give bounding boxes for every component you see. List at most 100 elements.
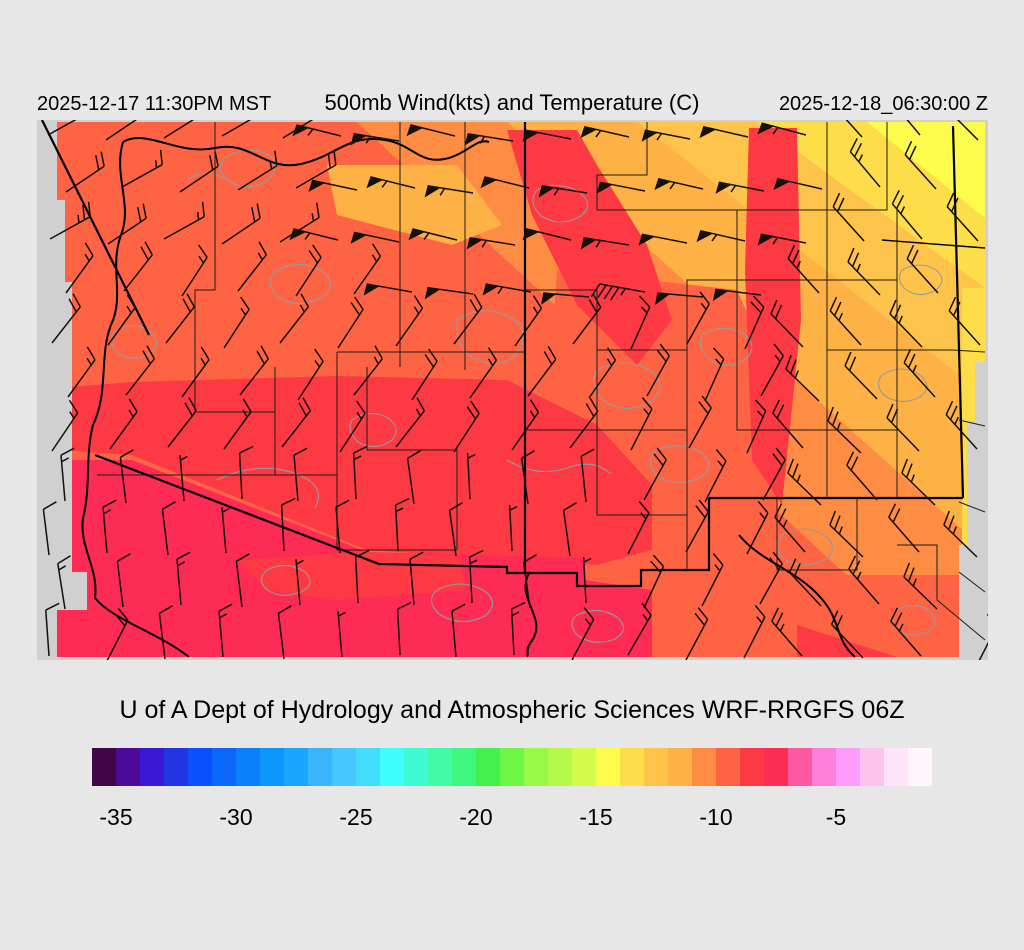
colorbar-cell [116, 748, 140, 786]
colorbar-tick-label: -35 [99, 804, 133, 830]
wind-barb [685, 607, 709, 661]
wind-barb [761, 122, 807, 136]
barb-pennant [350, 133, 367, 146]
colorbar-tick-label: -10 [699, 804, 733, 830]
barb-pennant [464, 133, 481, 146]
temp-region-bottomright-warm [797, 575, 962, 657]
colorbar-tick-label: -25 [339, 804, 373, 830]
wind-barb [396, 601, 412, 656]
wind-barb [353, 243, 382, 295]
temperature-colorbar [92, 748, 932, 786]
wind-barb [394, 497, 410, 552]
wind-barb [760, 233, 807, 245]
wind-barb [785, 354, 820, 402]
colorbar-cell [500, 748, 524, 786]
colorbar-cell [140, 748, 164, 786]
colorbar-tick-label: -5 [825, 804, 847, 830]
wind-barb [746, 501, 769, 555]
wind-barb [746, 399, 767, 454]
wind-barb [588, 347, 617, 399]
barb-pennant [715, 182, 732, 194]
colorbar-cell [428, 748, 452, 786]
wind-barb [599, 181, 646, 192]
colorbar-cell [236, 748, 260, 786]
wind-barb [411, 348, 438, 401]
wind-barb [688, 395, 712, 449]
wind-barb [296, 124, 342, 137]
wind-barb [543, 292, 590, 298]
barb-pennant [350, 232, 367, 244]
wind-barb [163, 201, 205, 240]
colorbar-cell [884, 748, 908, 786]
wind-barb [109, 398, 138, 450]
colorbar-cell [476, 748, 500, 786]
wind-barb [339, 400, 366, 453]
wind-barb [293, 228, 339, 241]
wind-barb [830, 610, 864, 659]
barb-pennant [696, 230, 713, 243]
wind-barb [770, 299, 804, 348]
wind-barb [582, 557, 592, 604]
wind-barb [427, 286, 474, 295]
barb-pennant [773, 178, 790, 191]
wind-barb [510, 601, 526, 656]
wind-barb [123, 241, 153, 292]
wind-barb [904, 140, 937, 190]
wind-barb [829, 510, 864, 558]
colorbar-cell [212, 748, 236, 786]
wind-barb [520, 450, 535, 505]
wind-barb [514, 295, 543, 347]
wind-barb [715, 288, 762, 296]
wind-barb [125, 345, 155, 396]
colorbar-tick-label: -20 [459, 804, 493, 830]
wind-barb [832, 192, 865, 242]
wind-barb [562, 502, 577, 557]
wind-barb [903, 562, 938, 610]
valid-timestamp: 2025-12-18_06:30:00 Z [778, 93, 988, 115]
wind-barb [238, 445, 254, 500]
colorbar-cell [260, 748, 284, 786]
wind-barb [448, 502, 463, 557]
wind-barb [541, 185, 588, 196]
wind-barb [354, 549, 370, 604]
colorbar-cell [92, 748, 116, 786]
colorbar-cell [860, 748, 884, 786]
wind-barb [584, 125, 630, 138]
wind-barb [279, 293, 309, 344]
barb-pennant [638, 234, 655, 246]
wind-barb [889, 299, 923, 348]
wind-barb [525, 129, 572, 140]
wind-barb [353, 231, 400, 243]
wind-barb [643, 554, 665, 609]
barb-pennant [580, 237, 597, 250]
barb-pennant [699, 126, 716, 139]
wind-barb [945, 400, 978, 450]
wind-barb [45, 602, 60, 657]
wind-barb [223, 296, 250, 349]
barb-pennant [522, 130, 539, 142]
colorbar-cell [716, 748, 740, 786]
wind-barb [849, 138, 881, 188]
wind-barb [237, 241, 267, 292]
barb-pennant [655, 292, 671, 305]
wind-barb [571, 607, 595, 661]
wind-barb [886, 403, 920, 452]
colorbar-tick-labels: -35 -30 -25 -20 -15 -10 -5 [0, 804, 1024, 838]
colorbar-cell [596, 748, 620, 786]
barb-pennant [654, 178, 671, 191]
wind-barb [49, 201, 91, 240]
barb-pennant [424, 287, 441, 300]
wind-barb [888, 503, 920, 553]
wind-barb [686, 291, 710, 345]
wind-barb [787, 244, 820, 294]
wind-barb [774, 503, 806, 553]
wind-barb [657, 292, 704, 298]
wind-barb [703, 125, 749, 138]
wind-barb [630, 397, 653, 451]
wind-barb [846, 451, 878, 501]
wind-barb [181, 244, 208, 297]
barb-pennant [757, 234, 774, 246]
colorbar-cell [740, 748, 764, 786]
wind-barb [107, 203, 147, 245]
wind-barb [221, 507, 230, 554]
